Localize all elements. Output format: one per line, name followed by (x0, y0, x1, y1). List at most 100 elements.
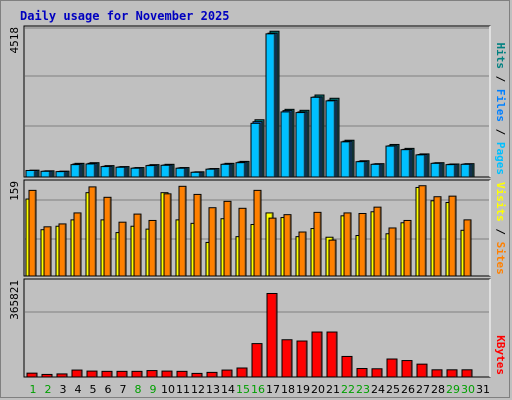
x-tick-label: 23 (356, 383, 370, 396)
bar-sites-day-6 (103, 196, 112, 277)
bar-pages-day-5 (85, 163, 96, 178)
x-tick-label: 22 (341, 383, 355, 396)
side-label-separator: / (494, 69, 507, 89)
bar-sites-day-11 (178, 185, 187, 277)
bar-pages-day-7 (115, 166, 126, 178)
bar-sites-day-17 (268, 217, 277, 277)
bar-sites-day-5 (88, 186, 97, 277)
bar-sites-day-26 (403, 219, 412, 277)
bar-kbytes-day-5 (86, 370, 98, 378)
side-label-separator: / (494, 222, 507, 242)
ymax-label-requests: 4518 (8, 27, 21, 54)
bar-sites-day-27 (418, 185, 427, 277)
x-tick-label: 8 (135, 383, 142, 396)
bar-pages-day-14 (220, 163, 231, 178)
chart-title: Daily usage for November 2025 (20, 9, 230, 23)
bar-pages-day-19 (295, 112, 306, 178)
x-tick-label: 7 (120, 383, 127, 396)
bar-pages-day-17 (265, 33, 276, 178)
side-label-visitors: Visits / Sites (494, 182, 507, 275)
x-tick-label: 11 (176, 383, 190, 396)
x-tick-label: 17 (266, 383, 280, 396)
bar-kbytes-day-30 (461, 369, 473, 378)
bar-pages-day-24 (370, 163, 381, 178)
bar-pages-day-10 (160, 164, 171, 178)
bar-kbytes-day-18 (281, 339, 293, 378)
bar-sites-day-20 (313, 211, 322, 277)
bar-pages-day-1 (25, 169, 36, 178)
bar-sites-day-10 (163, 193, 172, 277)
bar-pages-day-25 (385, 145, 396, 178)
bar-sites-day-18 (283, 214, 292, 277)
bar-pages-day-11 (175, 167, 186, 178)
x-tick-label: 12 (191, 383, 205, 396)
x-tick-label: 10 (161, 383, 175, 396)
bar-pages-day-13 (205, 168, 216, 178)
bar-sites-day-13 (208, 207, 217, 277)
bar-sites-day-3 (58, 223, 67, 277)
bar-kbytes-day-8 (131, 370, 143, 378)
bar-sites-day-23 (358, 213, 367, 277)
side-label-files: Files (494, 89, 507, 122)
x-tick-label: 26 (401, 383, 415, 396)
x-tick-label: 27 (416, 383, 430, 396)
x-tick-label: 25 (386, 383, 400, 396)
ymax-label-kbytes: 365821 (8, 280, 21, 320)
bar-pages-day-16 (250, 122, 261, 178)
bar-sites-day-28 (433, 196, 442, 277)
bar-pages-day-21 (325, 100, 336, 178)
bar-kbytes-day-14 (221, 369, 233, 378)
bar-sites-day-21 (328, 239, 337, 277)
ymax-label-visitors: 159 (8, 181, 21, 201)
bar-pages-day-26 (400, 149, 411, 178)
bar-kbytes-day-23 (356, 368, 368, 378)
x-tick-label: 21 (326, 383, 340, 396)
x-tick-label: 28 (431, 383, 445, 396)
bar-sites-day-30 (463, 219, 472, 277)
x-tick-label: 24 (371, 383, 385, 396)
x-tick-label: 29 (446, 383, 460, 396)
x-tick-label: 1 (30, 383, 37, 396)
bar-sites-day-14 (223, 200, 232, 277)
bar-sites-day-29 (448, 195, 457, 277)
bar-sites-day-8 (133, 213, 142, 277)
bar-kbytes-day-10 (161, 370, 173, 378)
x-tick-label: 13 (206, 383, 220, 396)
bar-sites-day-7 (118, 221, 127, 277)
bar-kbytes-day-28 (431, 369, 443, 378)
x-tick-label: 2 (45, 383, 52, 396)
bar-sites-day-9 (148, 219, 157, 277)
side-label-kbytes: KBytes (494, 335, 507, 375)
x-tick-label: 15 (236, 383, 250, 396)
bar-pages-day-30 (460, 163, 471, 178)
bar-pages-day-18 (280, 111, 291, 178)
bar-kbytes-day-4 (71, 369, 83, 378)
x-tick-label: 31 (476, 383, 490, 396)
bar-kbytes-day-29 (446, 369, 458, 378)
bar-pages-day-4 (70, 164, 81, 178)
x-tick-label: 30 (461, 383, 475, 396)
bar-sites-day-19 (298, 231, 307, 277)
bar-sites-day-2 (43, 226, 52, 277)
bar-kbytes-day-6 (101, 370, 113, 378)
bar-kbytes-day-24 (371, 368, 383, 378)
bar-pages-day-8 (130, 167, 141, 178)
bar-sites-day-4 (73, 212, 82, 277)
bar-pages-day-29 (445, 164, 456, 178)
panel-requests: 4518 Hits / Files / Pages (8, 25, 507, 178)
bar-kbytes-day-3 (56, 373, 68, 378)
bar-pages-day-20 (310, 96, 321, 178)
bar-kbytes-day-9 (146, 370, 158, 378)
x-tick-label: 14 (221, 383, 235, 396)
side-label-visits: Visits (494, 182, 507, 222)
bar-kbytes-day-13 (206, 371, 218, 378)
x-tick-label: 4 (75, 383, 82, 396)
x-tick-label: 5 (90, 383, 97, 396)
bar-kbytes-day-21 (326, 331, 338, 378)
bar-sites-day-12 (193, 193, 202, 277)
bar-sites-day-25 (388, 227, 397, 277)
bar-kbytes-day-15 (236, 367, 248, 378)
side-label-hits: Hits (494, 43, 507, 70)
